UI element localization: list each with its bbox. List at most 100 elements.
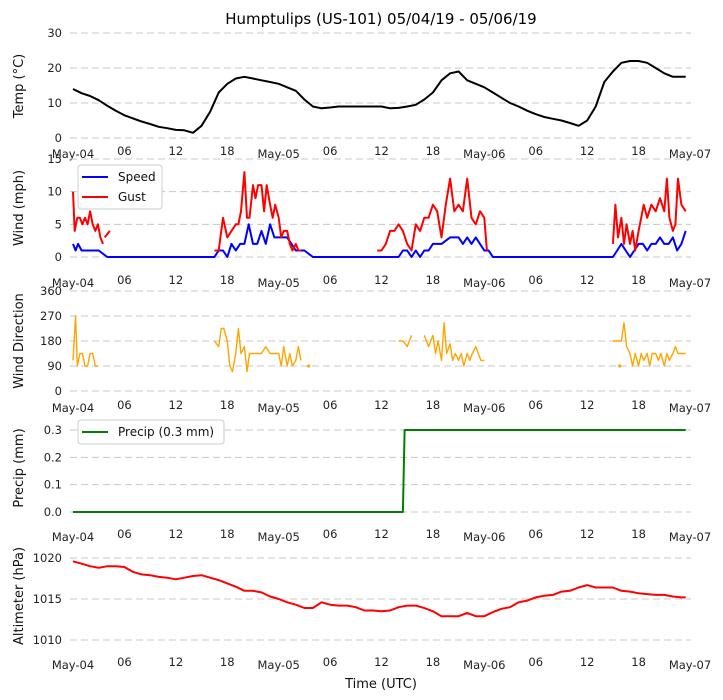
x-tick-label: 18 xyxy=(631,144,646,158)
x-tick-label: 18 xyxy=(426,527,441,541)
x-tick-label: 18 xyxy=(631,398,646,412)
panel-wind: 0 5 10 15 May-04 06 12 18 May-05 06 12 18 May-06 06 12… xyxy=(12,152,711,290)
y-tick-label: 360 xyxy=(40,284,62,298)
x-tick-label: 18 xyxy=(220,655,235,669)
x-tick-label: 06 xyxy=(117,144,132,158)
x-tick-label: May-06 xyxy=(463,276,505,290)
x-tick-label: May-07 xyxy=(669,401,711,415)
x-tick-label: 06 xyxy=(323,144,338,158)
series-line-gust xyxy=(214,171,301,252)
panel-wind-direction: 0 90 180 270 360 May-04 06 12 18 May-05 06 12 18 May-… xyxy=(12,284,711,415)
y-axis-label: Wind Direction xyxy=(12,293,27,389)
series-line-gust xyxy=(377,177,488,252)
panel-altimeter: 1010 1015 1020 May-04 06 12 18 May-05 06 12 18 May-… xyxy=(12,547,711,672)
x-tick-label: 12 xyxy=(169,527,184,541)
series-line-altimeter xyxy=(72,560,686,618)
series-line-wind-direction xyxy=(612,322,686,367)
y-tick-label: 270 xyxy=(40,309,62,323)
legend: Precip (0.3 mm) xyxy=(77,419,225,445)
y-tick-label: 1010 xyxy=(33,633,62,647)
legend-box xyxy=(77,419,225,445)
y-tick-label: 10 xyxy=(47,185,62,199)
x-tick-label: 06 xyxy=(528,527,543,541)
series-line-temp xyxy=(72,60,686,134)
x-tick-label: 06 xyxy=(117,655,132,669)
x-tick-label: 18 xyxy=(220,527,235,541)
y-tick-label: 1015 xyxy=(33,592,62,606)
series-line-gust xyxy=(72,191,104,245)
panel-precip: 0.0 0.1 0.2 0.3 May-04 06 12 18 May-05 06 12 18 May-… xyxy=(12,419,711,544)
y-tick-label: 0 xyxy=(55,384,62,398)
y-tick-label: 0.3 xyxy=(44,423,62,437)
x-tick-label: 12 xyxy=(580,527,595,541)
y-tick-label: 0.0 xyxy=(44,505,62,519)
x-tick-label: 18 xyxy=(426,273,441,287)
y-tick-label: 0 xyxy=(55,131,62,145)
x-tick-label: 12 xyxy=(580,655,595,669)
x-tick-label: May-05 xyxy=(257,401,299,415)
x-tick-label: 18 xyxy=(631,655,646,669)
x-tick-label: 18 xyxy=(426,398,441,412)
x-tick-label: May-07 xyxy=(669,658,711,672)
y-tick-label: 1020 xyxy=(33,551,62,565)
series-point-wind-direction xyxy=(618,364,622,368)
legend-label: Speed xyxy=(118,170,156,184)
x-tick-label: 18 xyxy=(220,273,235,287)
chart-title: Humptulips (US-101) 05/04/19 - 05/06/19 xyxy=(225,10,536,28)
x-tick-label: May-07 xyxy=(669,276,711,290)
x-tick-label: 12 xyxy=(169,655,184,669)
y-tick-label: 10 xyxy=(47,96,62,110)
x-tick-label: 12 xyxy=(580,144,595,158)
x-tick-label: 06 xyxy=(117,398,132,412)
panel-temp: 0 10 20 30 May-04 06 12 18 May-05 06 12 18 May-06 06 1… xyxy=(12,26,711,161)
x-tick-label: 18 xyxy=(631,527,646,541)
x-tick-label: 06 xyxy=(528,655,543,669)
series-line-speed xyxy=(72,223,687,258)
x-tick-label: May-06 xyxy=(463,147,505,161)
x-tick-label: 06 xyxy=(528,144,543,158)
series-line-precip-0-3-mm- xyxy=(73,429,686,513)
x-tick-label: 06 xyxy=(528,273,543,287)
x-tick-label: 18 xyxy=(220,398,235,412)
y-axis-label: Temp (°C) xyxy=(12,54,27,120)
x-tick-label: May-05 xyxy=(257,658,299,672)
x-tick-label: 12 xyxy=(169,144,184,158)
x-tick-label: May-05 xyxy=(257,276,299,290)
x-tick-label: 12 xyxy=(374,144,389,158)
x-tick-label: May-04 xyxy=(52,658,94,672)
x-tick-label: 12 xyxy=(169,398,184,412)
x-tick-label: 12 xyxy=(374,527,389,541)
x-tick-label: May-06 xyxy=(463,530,505,544)
y-tick-label: 0.2 xyxy=(44,450,62,464)
x-tick-label: May-05 xyxy=(257,530,299,544)
y-tick-label: 5 xyxy=(55,217,62,231)
x-tick-label: May-04 xyxy=(52,147,94,161)
x-tick-label: 18 xyxy=(631,273,646,287)
series-line-wind-direction xyxy=(423,322,485,367)
legend-label: Gust xyxy=(118,190,146,204)
x-tick-label: 12 xyxy=(169,273,184,287)
x-tick-label: 12 xyxy=(374,655,389,669)
x-tick-label: 06 xyxy=(323,398,338,412)
x-tick-label: 12 xyxy=(374,273,389,287)
x-tick-label: May-05 xyxy=(257,147,299,161)
x-tick-label: May-04 xyxy=(52,276,94,290)
x-tick-label: 12 xyxy=(580,398,595,412)
series-line-wind-direction xyxy=(213,327,302,373)
legend-label: Precip (0.3 mm) xyxy=(118,425,214,439)
x-tick-label: May-06 xyxy=(463,658,505,672)
series-line-gust xyxy=(611,177,687,252)
y-tick-label: 0.1 xyxy=(44,478,62,492)
y-axis-label: Wind (mph) xyxy=(12,170,27,246)
series-line-wind-direction xyxy=(398,335,413,348)
y-tick-label: 20 xyxy=(47,61,62,75)
y-tick-label: 180 xyxy=(40,334,62,348)
x-axis-label: Time (UTC) xyxy=(344,677,417,692)
legend: Speed Gust xyxy=(77,164,163,210)
y-tick-label: 90 xyxy=(47,359,62,373)
x-tick-label: 18 xyxy=(426,144,441,158)
series-point-wind-direction xyxy=(307,364,311,368)
x-tick-label: May-07 xyxy=(669,147,711,161)
y-tick-label: 15 xyxy=(47,152,62,166)
